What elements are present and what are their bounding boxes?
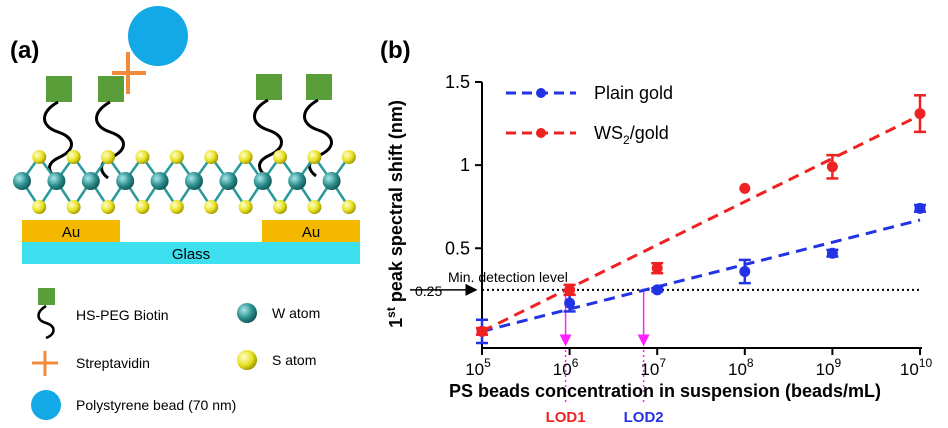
s-atom-icon [101,150,115,164]
streptavidin-icon [112,52,146,94]
x-tick-label: 1010 [900,356,933,379]
chart-axes: 0.5 1 1.5 105 106 107 108 109 1010 [445,72,932,379]
w-atom-icon [116,172,135,190]
orange-cross-icon [32,351,58,376]
w-atom-icon [322,172,341,190]
legend-streptavidin-label: Streptavidin [76,355,150,371]
data-points [476,94,926,345]
s-atom-icon [204,150,219,164]
panel-a: (a) Au Au Glass HS-P [10,6,360,420]
panel-a-label: (a) [10,37,39,64]
w-atom-icon [219,172,238,190]
s-atom-icon [204,200,219,214]
data-point-series-0 [826,247,838,259]
x-tick-label: 109 [816,356,842,379]
data-point-series-1 [564,284,576,296]
lod1-label: LOD1 [546,409,586,426]
w-atom-icon [185,172,203,190]
data-point-series-0 [739,266,751,278]
w-atom-icon [81,172,100,190]
polystyrene-bead-icon [128,6,188,66]
w-atom-icon [47,172,66,190]
y-tick-label: 0.5 [445,238,470,258]
legend-marker-plain-gold [536,88,546,98]
w-atom-icon [253,172,272,190]
biotin-square-icon [98,76,124,102]
s-atom-icon [169,200,184,214]
gold-pad-left [22,220,120,242]
s-atom-icon [66,200,81,214]
gold-label-right: Au [302,224,320,241]
yellow-sphere-icon [237,350,257,370]
teal-sphere-icon [237,303,257,323]
fit-line-series-1 [481,113,921,333]
data-point-series-0 [914,202,926,214]
legend-biotin-label: HS-PEG Biotin [76,307,169,323]
data-point-series-1 [826,161,838,173]
s-atom-icon [341,150,356,164]
green-square-icon [38,288,55,305]
threshold-text: Min. detection level [448,269,568,285]
legend-label-plain-gold: Plain gold [594,83,673,103]
peg-chain-icon [37,304,55,340]
ws2-lattice [13,150,356,214]
y-tick-label: 1 [460,155,470,175]
threshold-value-label: 0.25 [415,283,442,299]
w-atom-icon [13,172,31,190]
data-point-series-1 [476,325,488,337]
gold-pad-right [262,220,360,242]
s-atom-icon [32,200,47,214]
s-atom-icon [135,150,150,164]
s-atom-icon [273,150,287,164]
s-atom-icon [341,200,356,214]
gold-label-left: Au [62,224,80,241]
s-atom-icon [135,200,150,214]
y-axis-label: 1st peak spectral shift (nm) [384,100,406,328]
chart-legend: Plain gold WS2/gold [506,83,673,147]
y-tick-label: 1.5 [445,72,470,92]
lod2-label: LOD2 [624,409,664,426]
x-axis-label: PS beads concentration in suspension (be… [449,381,881,401]
s-atom-icon [238,150,253,164]
legend-label-ws2-gold: WS2/gold [594,123,669,147]
biotin-square-icon [306,74,332,100]
s-atom-icon [273,200,287,214]
panel-b: (b) 1st peak spectral shift (nm) 0.5 1 1.5… [380,37,932,426]
w-atom-icon [150,172,169,190]
glass-substrate [22,242,360,264]
s-atom-icon [101,200,115,214]
w-atom-icon [288,172,307,190]
legend-bead-label: Polystyrene bead (70 nm) [76,397,236,413]
blue-circle-icon [31,390,61,420]
s-atom-icon [307,200,322,214]
data-point-series-0 [564,297,576,309]
legend-marker-ws2-gold [536,128,546,138]
data-point-series-1 [739,182,751,194]
glass-label: Glass [172,246,210,263]
peg-chain-icon [43,98,333,180]
biotin-square-icon [46,76,72,102]
legend-s-atom-label: S atom [272,352,316,368]
s-atom-icon [66,150,81,164]
data-point-series-1 [651,262,663,274]
x-tick-label: 106 [553,356,579,379]
s-atom-icon [32,150,47,164]
legend-w-atom-label: W atom [272,305,320,321]
s-atom-icon [238,200,253,214]
chart-annotations: 0.25 Min. detection level LOD1 LOD2 [410,269,920,426]
x-tick-label: 105 [465,356,491,379]
s-atom-icon [307,150,322,164]
data-point-series-0 [651,284,663,296]
panel-a-legend: HS-PEG Biotin Streptavidin Polystyrene b… [31,288,320,420]
panel-b-label: (b) [380,37,411,64]
x-tick-label: 107 [640,356,666,379]
fit-line-series-0 [481,218,921,333]
s-atom-icon [169,150,184,164]
fit-lines [481,113,921,333]
x-tick-label: 108 [728,356,754,379]
biotin-square-icon [256,74,282,100]
data-point-series-1 [914,108,926,120]
